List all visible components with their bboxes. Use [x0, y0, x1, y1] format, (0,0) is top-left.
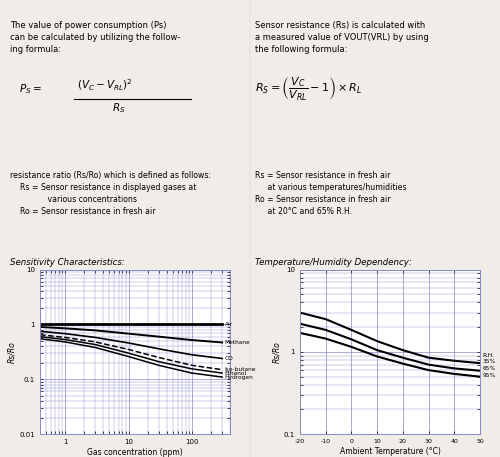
Text: R.H.: R.H. — [483, 353, 495, 358]
Text: $(V_C - V_{RL})^2$: $(V_C - V_{RL})^2$ — [76, 78, 132, 93]
X-axis label: Ambient Temperature (°C): Ambient Temperature (°C) — [340, 447, 440, 456]
Text: 65%: 65% — [483, 367, 496, 372]
Text: Methane: Methane — [225, 340, 250, 345]
Text: Hydrogen: Hydrogen — [225, 375, 254, 380]
Text: Air: Air — [225, 322, 233, 327]
Text: The value of power consumption (Ps)
can be calculated by utilizing the follow-
i: The value of power consumption (Ps) can … — [10, 21, 180, 54]
Text: CO: CO — [225, 356, 234, 361]
Text: Iso-butane: Iso-butane — [225, 367, 256, 372]
Text: Sensitivity Characteristics:: Sensitivity Characteristics: — [10, 258, 125, 267]
Text: resistance ratio (Rs/Ro) which is defined as follows:
    Rs = Sensor resistance: resistance ratio (Rs/Ro) which is define… — [10, 171, 211, 216]
Text: $R_S$: $R_S$ — [112, 101, 126, 116]
Y-axis label: Rs/Ro: Rs/Ro — [8, 341, 16, 363]
Text: 35%: 35% — [483, 359, 496, 364]
Text: Sensor resistance (Rs) is calculated with
a measured value of VOUT(VRL) by using: Sensor resistance (Rs) is calculated wit… — [255, 21, 429, 54]
Text: Temperature/Humidity Dependency:: Temperature/Humidity Dependency: — [255, 258, 412, 267]
Y-axis label: Rs/Ro: Rs/Ro — [272, 341, 281, 363]
Text: $R_S = \left(\dfrac{V_C}{V_{RL}} - 1\right) \times R_L$: $R_S = \left(\dfrac{V_C}{V_{RL}} - 1\rig… — [255, 76, 362, 103]
X-axis label: Gas concentration (ppm): Gas concentration (ppm) — [87, 448, 183, 457]
Text: $P_S =$: $P_S =$ — [20, 83, 42, 96]
Text: Ethanol: Ethanol — [225, 371, 247, 376]
Text: Rs = Sensor resistance in fresh air
     at various temperatures/humidities
Ro =: Rs = Sensor resistance in fresh air at v… — [255, 171, 406, 216]
Text: 95%: 95% — [483, 373, 496, 378]
